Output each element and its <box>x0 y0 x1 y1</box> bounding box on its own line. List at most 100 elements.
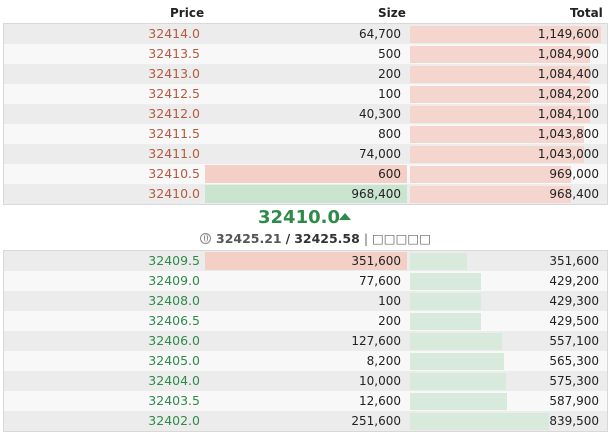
depth-bar <box>410 26 601 43</box>
bid-price[interactable]: 32405.0 <box>148 353 200 368</box>
depth-bar <box>410 146 584 163</box>
ask-price[interactable]: 32412.5 <box>148 86 200 101</box>
ask-total: 1,149,600 <box>537 27 599 41</box>
depth-bar <box>410 293 481 310</box>
depth-bar <box>410 46 590 63</box>
ask-total: 968,400 <box>549 187 599 201</box>
bid-row[interactable]: 32409.0 77,600 429,200 <box>4 271 607 291</box>
bid-price[interactable]: 32406.0 <box>148 333 200 348</box>
mid-price-panel: 32410.0 32425.21 / 32425.58 | □□□□□ <box>0 204 610 248</box>
ask-price[interactable]: 32411.0 <box>148 146 200 161</box>
bid-total: 839,500 <box>549 414 599 428</box>
depth-bar <box>410 333 502 350</box>
last-price: 32410.0 <box>258 207 340 228</box>
bid-row[interactable]: 32409.5 351,600 351,600 <box>4 251 607 271</box>
ask-size: 500 <box>378 47 401 61</box>
bid-book: 32409.5 351,600 351,600 32409.0 77,600 429,20… <box>3 250 608 432</box>
bid-total: 565,300 <box>549 354 599 368</box>
ask-size: 40,300 <box>359 107 401 121</box>
ask-size: 800 <box>378 127 401 141</box>
bid-total: 429,500 <box>549 314 599 328</box>
ask-total: 1,084,400 <box>537 67 599 81</box>
bid-size: 8,200 <box>366 354 401 368</box>
ask-price[interactable]: 32413.5 <box>148 46 200 61</box>
bid-total: 351,600 <box>549 254 599 268</box>
bid-row[interactable]: 32405.0 8,200 565,300 <box>4 351 607 371</box>
ask-row[interactable]: 32412.5 100 1,084,200 <box>4 84 607 104</box>
bid-total: 575,300 <box>549 374 599 388</box>
ask-book: 32414.0 64,700 1,149,600 32413.5 500 1,084,90… <box>3 23 608 205</box>
depth-bar <box>410 86 590 103</box>
bid-row[interactable]: 32408.0 100 429,300 <box>4 291 607 311</box>
bid-size: 127,600 <box>351 334 401 348</box>
size-highlight-bar <box>205 252 407 270</box>
depth-bar <box>410 273 481 290</box>
depth-bar <box>410 126 584 143</box>
size-highlight-bar <box>205 185 407 203</box>
bid-price[interactable]: 32402.0 <box>148 413 200 428</box>
depth-bar <box>410 353 504 370</box>
ask-price[interactable]: 32410.0 <box>148 186 200 201</box>
ask-total: 1,084,100 <box>537 107 599 121</box>
depth-bar <box>410 253 467 270</box>
bid-total: 557,100 <box>549 334 599 348</box>
depth-bar <box>410 66 590 83</box>
bid-size: 200 <box>378 314 401 328</box>
bid-size: 77,600 <box>359 274 401 288</box>
bid-total: 587,900 <box>549 394 599 408</box>
bid-row[interactable]: 32406.0 127,600 557,100 <box>4 331 607 351</box>
bid-size: 251,600 <box>351 414 401 428</box>
index-price: 32425.21 <box>216 231 282 246</box>
bid-price[interactable]: 32404.0 <box>148 373 200 388</box>
ask-price[interactable]: 32414.0 <box>148 26 200 41</box>
bid-total: 429,200 <box>549 274 599 288</box>
ask-row[interactable]: 32413.0 200 1,084,400 <box>4 64 607 84</box>
mark-price: 32425.58 <box>294 231 360 246</box>
depth-bar <box>410 373 506 390</box>
ask-price[interactable]: 32410.5 <box>148 166 200 181</box>
price-separator: / <box>285 231 291 246</box>
bid-row[interactable]: 32402.0 251,600 839,500 <box>4 411 607 431</box>
price-source-label: | □□□□□ <box>363 231 432 246</box>
bid-row[interactable]: 32404.0 10,000 575,300 <box>4 371 607 391</box>
ask-row[interactable]: 32411.0 74,000 1,043,000 <box>4 144 607 164</box>
ask-price[interactable]: 32412.0 <box>148 106 200 121</box>
globe-icon <box>200 233 211 244</box>
ask-row[interactable]: 32412.0 40,300 1,084,100 <box>4 104 607 124</box>
index-mark-price: 32425.21 / 32425.58 | □□□□□ <box>200 231 431 246</box>
bid-price[interactable]: 32408.0 <box>148 293 200 308</box>
ask-row[interactable]: 32414.0 64,700 1,149,600 <box>4 24 607 44</box>
bid-size: 10,000 <box>359 374 401 388</box>
depth-bar <box>410 313 481 330</box>
ask-size: 968,400 <box>351 187 401 201</box>
bid-price[interactable]: 32409.0 <box>148 273 200 288</box>
ask-size: 600 <box>378 167 401 181</box>
size-column-header: Size <box>378 6 406 20</box>
bid-size: 100 <box>378 294 401 308</box>
ask-row[interactable]: 32410.0 968,400 968,400 <box>4 184 607 204</box>
depth-bar <box>410 106 590 123</box>
price-up-arrow-icon <box>339 213 351 220</box>
ask-price[interactable]: 32411.5 <box>148 126 200 141</box>
bid-price[interactable]: 32409.5 <box>148 253 200 268</box>
depth-bar <box>410 413 549 430</box>
bid-size: 12,600 <box>359 394 401 408</box>
bid-price[interactable]: 32403.5 <box>148 393 200 408</box>
ask-size: 100 <box>378 87 401 101</box>
price-column-header: Price <box>170 6 205 20</box>
ask-row[interactable]: 32413.5 500 1,084,900 <box>4 44 607 64</box>
bid-price[interactable]: 32406.5 <box>148 313 200 328</box>
ask-total: 1,084,900 <box>537 47 599 61</box>
depth-bar <box>410 186 571 203</box>
ask-row[interactable]: 32410.5 600 969,000 <box>4 164 607 184</box>
bid-row[interactable]: 32406.5 200 429,500 <box>4 311 607 331</box>
ask-price[interactable]: 32413.0 <box>148 66 200 81</box>
bid-total: 429,300 <box>549 294 599 308</box>
ask-row[interactable]: 32411.5 800 1,043,800 <box>4 124 607 144</box>
total-column-header: Total <box>570 6 603 20</box>
ask-size: 64,700 <box>359 27 401 41</box>
ask-size: 200 <box>378 67 401 81</box>
size-highlight-bar <box>205 165 407 183</box>
bid-row[interactable]: 32403.5 12,600 587,900 <box>4 391 607 411</box>
depth-bar <box>410 166 571 183</box>
